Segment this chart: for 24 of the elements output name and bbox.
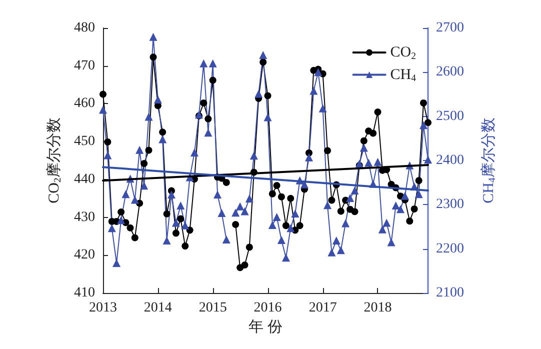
y2-tick-label: 2400 <box>436 153 464 168</box>
y-tick-label: 420 <box>74 248 95 263</box>
y-tick-label: 410 <box>74 286 95 300</box>
x-tick-label: 2014 <box>144 300 172 316</box>
x-tick-label: 2017 <box>308 300 337 316</box>
y-tick-label: 460 <box>74 96 95 112</box>
y-tick-label: 440 <box>74 172 95 187</box>
y2-tick-label: 2300 <box>436 197 464 212</box>
x-tick-label: 2015 <box>198 300 227 316</box>
y2-tick-label: 2700 <box>436 20 464 36</box>
x-tick-label: 2018 <box>364 300 392 316</box>
x-tick-label: 2013 <box>89 300 117 316</box>
y-axis-title: CO2摩尔分数 <box>45 118 64 204</box>
y-tick-label: 430 <box>74 210 95 225</box>
y2-tick-label: 2600 <box>436 64 464 80</box>
y-tick-label: 470 <box>74 58 95 74</box>
x-axis-title: 年 份 <box>248 318 282 336</box>
y2-tick-label: 2500 <box>436 108 464 124</box>
x-tick-label: 2016 <box>254 300 282 316</box>
y2-axis-title: CH4摩尔分数 <box>480 118 498 204</box>
y2-tick-label: 2100 <box>436 286 464 300</box>
y-tick-label: 480 <box>74 20 95 36</box>
y-tick-label: 450 <box>74 134 95 150</box>
y2-tick-label: 2200 <box>436 241 464 256</box>
